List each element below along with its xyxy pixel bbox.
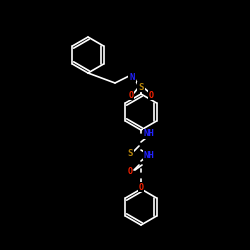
Text: O: O <box>128 168 132 176</box>
Text: O: O <box>128 90 134 100</box>
Text: N: N <box>129 72 135 82</box>
Text: O: O <box>148 90 154 100</box>
Text: O: O <box>138 182 143 192</box>
Text: NH: NH <box>144 130 154 138</box>
Text: NH: NH <box>144 150 154 160</box>
Text: S: S <box>127 148 133 158</box>
Text: S: S <box>138 82 144 92</box>
